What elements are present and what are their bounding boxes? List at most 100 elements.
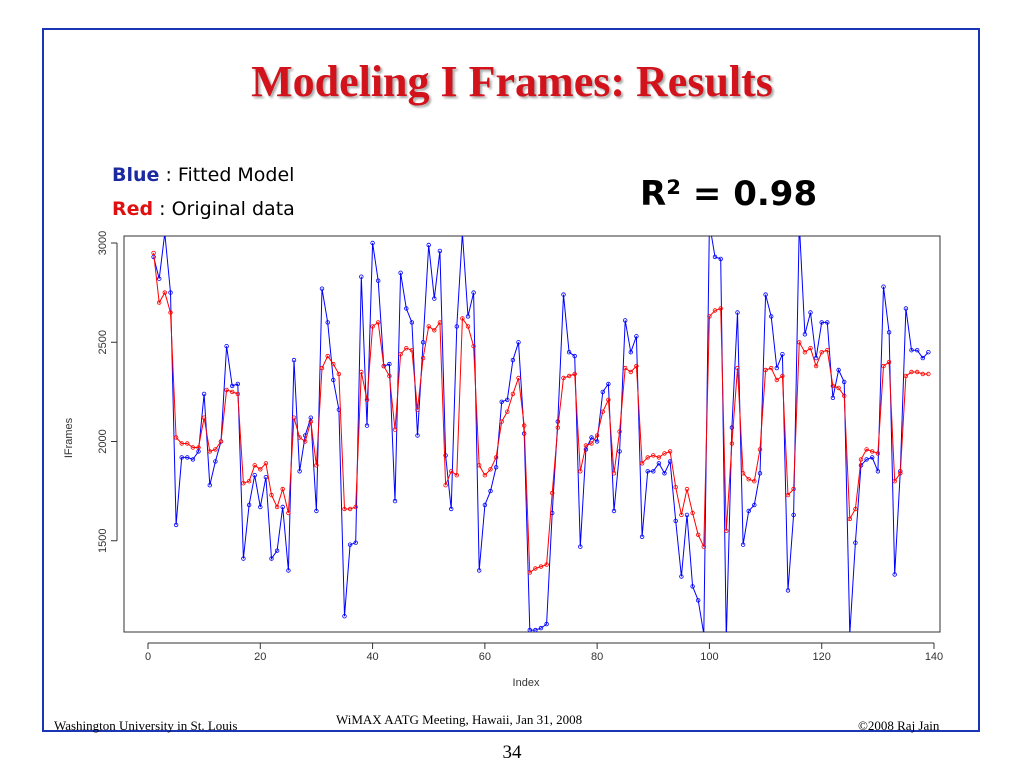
data-point-fitted	[499, 399, 504, 404]
data-point-original	[724, 528, 729, 533]
data-point-original	[286, 510, 291, 516]
data-point-original	[224, 387, 229, 393]
data-point-fitted	[780, 352, 785, 357]
series-layer	[151, 231, 931, 642]
data-point-fitted	[763, 292, 768, 297]
data-point-original	[679, 512, 684, 518]
data-point-original	[274, 504, 280, 510]
data-point-fitted	[269, 556, 274, 561]
data-point-fitted	[347, 542, 353, 547]
footer-meeting: WiMAX AATG Meeting, Hawaii, Jan 31, 2008	[336, 712, 583, 727]
data-point-fitted	[746, 508, 751, 514]
data-point-original	[735, 365, 740, 371]
data-point-fitted	[600, 389, 605, 395]
data-point-original	[207, 449, 212, 454]
data-point-fitted	[353, 540, 358, 545]
data-point-original	[853, 506, 858, 512]
data-point-original	[791, 486, 796, 492]
data-point-original	[381, 363, 386, 369]
data-point-fitted	[297, 469, 302, 474]
data-point-original	[235, 391, 240, 397]
y-tick-label: 2000	[97, 429, 109, 453]
data-point-original	[533, 566, 538, 571]
data-point-fitted	[246, 502, 252, 508]
data-point-original	[426, 324, 431, 329]
data-point-original	[926, 371, 931, 377]
r-squared-label: R² = 0.98	[640, 174, 818, 214]
data-point-original	[229, 389, 235, 395]
data-point-original	[763, 367, 768, 373]
data-point-original	[359, 369, 364, 375]
data-point-fitted	[241, 556, 246, 561]
data-point-original	[858, 457, 864, 462]
data-point-fitted	[808, 310, 813, 315]
data-point-original	[684, 486, 690, 492]
data-point-fitted	[725, 638, 729, 642]
data-point-fitted	[729, 425, 735, 430]
data-point-original	[656, 455, 662, 460]
data-point-fitted	[702, 631, 705, 632]
data-point-fitted	[566, 350, 572, 355]
data-point-original	[920, 371, 925, 377]
data-point-fitted	[819, 320, 824, 325]
data-point-original	[780, 373, 785, 379]
data-point-fitted	[163, 231, 167, 235]
series-line-fitted	[153, 236, 929, 632]
data-point-original	[634, 363, 639, 369]
data-point-original	[404, 346, 409, 351]
data-point-original	[785, 492, 791, 498]
series-line-original	[153, 252, 929, 574]
data-point-fitted	[404, 306, 409, 311]
data-point-original	[808, 346, 813, 351]
data-point-fitted	[875, 469, 881, 474]
data-point-original	[639, 461, 645, 466]
data-point-original	[409, 348, 415, 353]
data-point-fitted	[718, 256, 723, 262]
y-axis: 1500 2000 2500 3000	[97, 231, 118, 553]
data-point-fitted	[594, 439, 600, 444]
legend-fitted-key: Blue	[112, 164, 160, 186]
data-point-original	[347, 506, 353, 512]
data-point-original	[600, 409, 605, 414]
data-point-original	[213, 447, 218, 452]
data-point-fitted	[387, 361, 392, 367]
plot-box	[123, 235, 941, 633]
data-point-fitted	[892, 572, 897, 577]
data-point-original	[201, 415, 207, 420]
data-point-fitted	[426, 242, 431, 248]
data-point-original	[903, 373, 909, 379]
data-point-original	[712, 308, 718, 313]
data-point-original	[387, 373, 392, 379]
data-point-fitted	[684, 512, 690, 518]
data-point-original	[499, 419, 504, 424]
data-point-fitted	[623, 318, 628, 323]
data-point-original	[465, 324, 471, 329]
data-point-fitted	[286, 568, 291, 573]
data-point-original	[308, 419, 313, 424]
data-point-fitted	[639, 534, 645, 539]
data-point-fitted	[617, 449, 622, 454]
data-point-original	[449, 469, 454, 474]
data-point-fitted	[870, 455, 875, 460]
x-tick-label: 60	[479, 651, 491, 663]
data-point-fitted	[376, 278, 381, 283]
data-point-original	[325, 353, 330, 359]
footer-institution: Washington University in St. Louis	[54, 718, 238, 733]
data-point-fitted	[314, 508, 319, 514]
data-point-fitted	[696, 598, 701, 603]
data-point-original	[740, 471, 746, 476]
data-point-fitted	[903, 306, 909, 311]
data-point-original	[258, 467, 263, 472]
data-point-original	[151, 250, 156, 256]
data-point-fitted	[544, 621, 549, 627]
footer-copyright: ©2008 Raj Jain	[858, 718, 940, 733]
data-point-fitted	[915, 348, 920, 353]
data-point-original	[550, 490, 555, 496]
data-point-fitted	[785, 588, 791, 593]
data-point-fitted	[359, 274, 364, 279]
data-point-original	[370, 324, 375, 329]
data-point-original	[886, 359, 892, 365]
data-point-fitted	[886, 330, 892, 335]
data-point-original	[241, 481, 246, 486]
x-tick-label: 80	[591, 651, 603, 663]
